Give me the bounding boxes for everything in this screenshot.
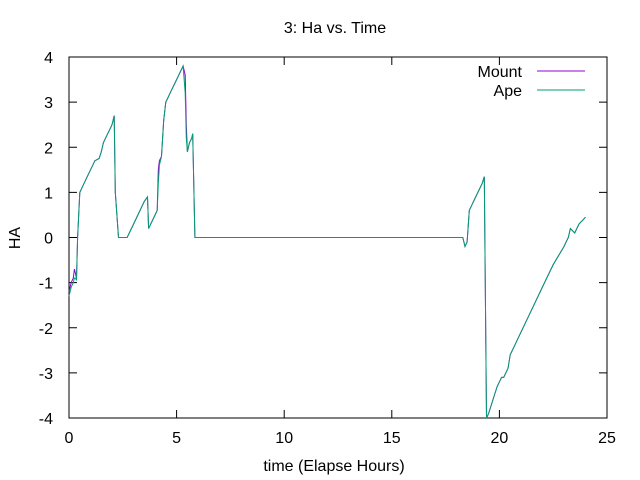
y-tick-label: -1 <box>39 276 53 293</box>
y-tick-label: 0 <box>44 231 53 248</box>
legend-label-ape: Ape <box>494 83 523 100</box>
y-tick-label: 3 <box>44 95 53 112</box>
y-tick-label: 2 <box>44 140 53 157</box>
y-tick-label: -4 <box>39 411 53 428</box>
x-tick-label: 10 <box>275 430 293 447</box>
y-tick-label: 4 <box>44 50 53 67</box>
x-axis-label: time (Elapse Hours) <box>263 458 404 475</box>
x-tick-label: 15 <box>383 430 401 447</box>
y-tick-label: -2 <box>39 321 53 338</box>
y-axis-label: HA <box>7 227 24 250</box>
x-tick-label: 25 <box>598 430 616 447</box>
series-lines <box>68 64 586 419</box>
legend: Mount Ape <box>478 64 585 100</box>
y-tick-label: -3 <box>39 366 53 383</box>
legend-label-mount: Mount <box>478 64 523 81</box>
chart-title: 3: Ha vs. Time <box>284 20 386 37</box>
x-tick-label: 5 <box>172 430 181 447</box>
x-tick-label: 20 <box>491 430 509 447</box>
x-tick-label: 0 <box>65 430 74 447</box>
series-line-ape <box>68 64 586 419</box>
y-tick-label: 1 <box>44 185 53 202</box>
x-axis: 0 5 10 15 20 25 <box>65 57 616 447</box>
y-axis: -4 -3 -2 -1 0 1 2 3 4 <box>39 50 607 428</box>
